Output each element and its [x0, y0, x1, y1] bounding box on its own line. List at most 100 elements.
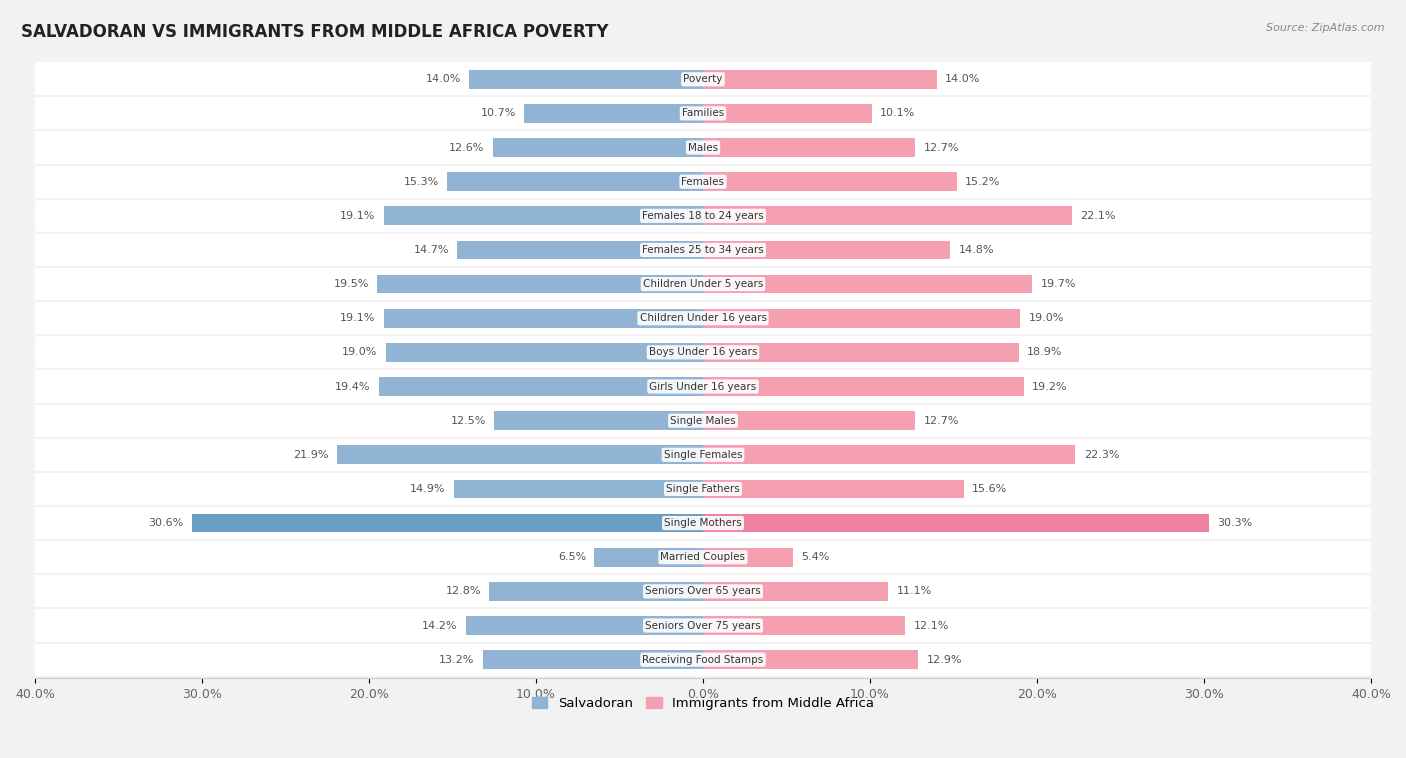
Text: 11.1%: 11.1% [897, 587, 932, 597]
Text: 19.1%: 19.1% [340, 313, 375, 323]
Text: 19.4%: 19.4% [335, 381, 371, 392]
Text: 12.7%: 12.7% [924, 143, 959, 152]
Bar [384, 309, 703, 327]
Bar [35, 575, 1371, 609]
Bar [482, 650, 703, 669]
Bar [35, 540, 1371, 575]
Text: 22.3%: 22.3% [1084, 449, 1119, 460]
Bar [495, 412, 703, 430]
Bar [703, 240, 950, 259]
Bar [337, 446, 703, 464]
Bar [703, 343, 1019, 362]
Legend: Salvadoran, Immigrants from Middle Africa: Salvadoran, Immigrants from Middle Afric… [526, 691, 880, 715]
Bar [703, 377, 1024, 396]
Text: 18.9%: 18.9% [1026, 347, 1063, 357]
Text: Females: Females [682, 177, 724, 186]
Text: Source: ZipAtlas.com: Source: ZipAtlas.com [1267, 23, 1385, 33]
Bar [703, 274, 1032, 293]
Bar [595, 548, 703, 567]
Text: Females 25 to 34 years: Females 25 to 34 years [643, 245, 763, 255]
Bar [35, 472, 1371, 506]
Bar [703, 446, 1076, 464]
Text: 12.6%: 12.6% [449, 143, 484, 152]
Text: 19.5%: 19.5% [333, 279, 368, 289]
Bar [703, 309, 1021, 327]
Text: 5.4%: 5.4% [801, 553, 830, 562]
Text: Single Females: Single Females [664, 449, 742, 460]
Text: Married Couples: Married Couples [661, 553, 745, 562]
Text: 14.0%: 14.0% [945, 74, 980, 84]
Bar [703, 70, 936, 89]
Bar [35, 643, 1371, 677]
Bar [465, 616, 703, 635]
Text: 10.7%: 10.7% [481, 108, 516, 118]
Text: 15.2%: 15.2% [965, 177, 1001, 186]
Bar [35, 506, 1371, 540]
Bar [703, 104, 872, 123]
Text: 14.9%: 14.9% [411, 484, 446, 494]
Text: Single Mothers: Single Mothers [664, 518, 742, 528]
Bar [703, 206, 1073, 225]
Text: Boys Under 16 years: Boys Under 16 years [648, 347, 758, 357]
Text: 15.3%: 15.3% [404, 177, 439, 186]
Text: SALVADORAN VS IMMIGRANTS FROM MIDDLE AFRICA POVERTY: SALVADORAN VS IMMIGRANTS FROM MIDDLE AFR… [21, 23, 609, 41]
Bar [703, 412, 915, 430]
Bar [35, 130, 1371, 164]
Bar [35, 301, 1371, 335]
Text: Females 18 to 24 years: Females 18 to 24 years [643, 211, 763, 221]
Text: Receiving Food Stamps: Receiving Food Stamps [643, 655, 763, 665]
Bar [703, 616, 905, 635]
Text: 12.1%: 12.1% [914, 621, 949, 631]
Text: Poverty: Poverty [683, 74, 723, 84]
Bar [492, 138, 703, 157]
Text: 30.3%: 30.3% [1218, 518, 1253, 528]
Text: 22.1%: 22.1% [1080, 211, 1116, 221]
Bar [380, 377, 703, 396]
Bar [703, 480, 963, 498]
Bar [703, 582, 889, 601]
Text: Seniors Over 65 years: Seniors Over 65 years [645, 587, 761, 597]
Bar [35, 199, 1371, 233]
Bar [703, 138, 915, 157]
Text: 19.0%: 19.0% [342, 347, 377, 357]
Bar [35, 369, 1371, 403]
Text: 14.2%: 14.2% [422, 621, 457, 631]
Text: 12.8%: 12.8% [446, 587, 481, 597]
Bar [35, 609, 1371, 643]
Text: 12.9%: 12.9% [927, 655, 962, 665]
Text: Children Under 16 years: Children Under 16 years [640, 313, 766, 323]
Text: Children Under 5 years: Children Under 5 years [643, 279, 763, 289]
Text: 10.1%: 10.1% [880, 108, 915, 118]
Bar [193, 514, 703, 532]
Bar [35, 96, 1371, 130]
Bar [489, 582, 703, 601]
Bar [35, 403, 1371, 437]
Bar [35, 233, 1371, 267]
Bar [377, 274, 703, 293]
Text: Seniors Over 75 years: Seniors Over 75 years [645, 621, 761, 631]
Text: 19.7%: 19.7% [1040, 279, 1076, 289]
Text: 6.5%: 6.5% [558, 553, 586, 562]
Text: 19.2%: 19.2% [1032, 381, 1067, 392]
Bar [703, 650, 918, 669]
Text: 30.6%: 30.6% [148, 518, 184, 528]
Bar [703, 514, 1209, 532]
Bar [470, 70, 703, 89]
Text: Single Males: Single Males [671, 415, 735, 426]
Text: 12.5%: 12.5% [450, 415, 486, 426]
Text: 21.9%: 21.9% [294, 449, 329, 460]
Bar [454, 480, 703, 498]
Bar [35, 335, 1371, 369]
Bar [385, 343, 703, 362]
Text: 19.0%: 19.0% [1029, 313, 1064, 323]
Text: 13.2%: 13.2% [439, 655, 474, 665]
Bar [703, 548, 793, 567]
Text: Families: Families [682, 108, 724, 118]
Text: 19.1%: 19.1% [340, 211, 375, 221]
Bar [447, 172, 703, 191]
Text: 15.6%: 15.6% [972, 484, 1007, 494]
Text: 12.7%: 12.7% [924, 415, 959, 426]
Text: 14.8%: 14.8% [959, 245, 994, 255]
Text: Single Fathers: Single Fathers [666, 484, 740, 494]
Bar [384, 206, 703, 225]
